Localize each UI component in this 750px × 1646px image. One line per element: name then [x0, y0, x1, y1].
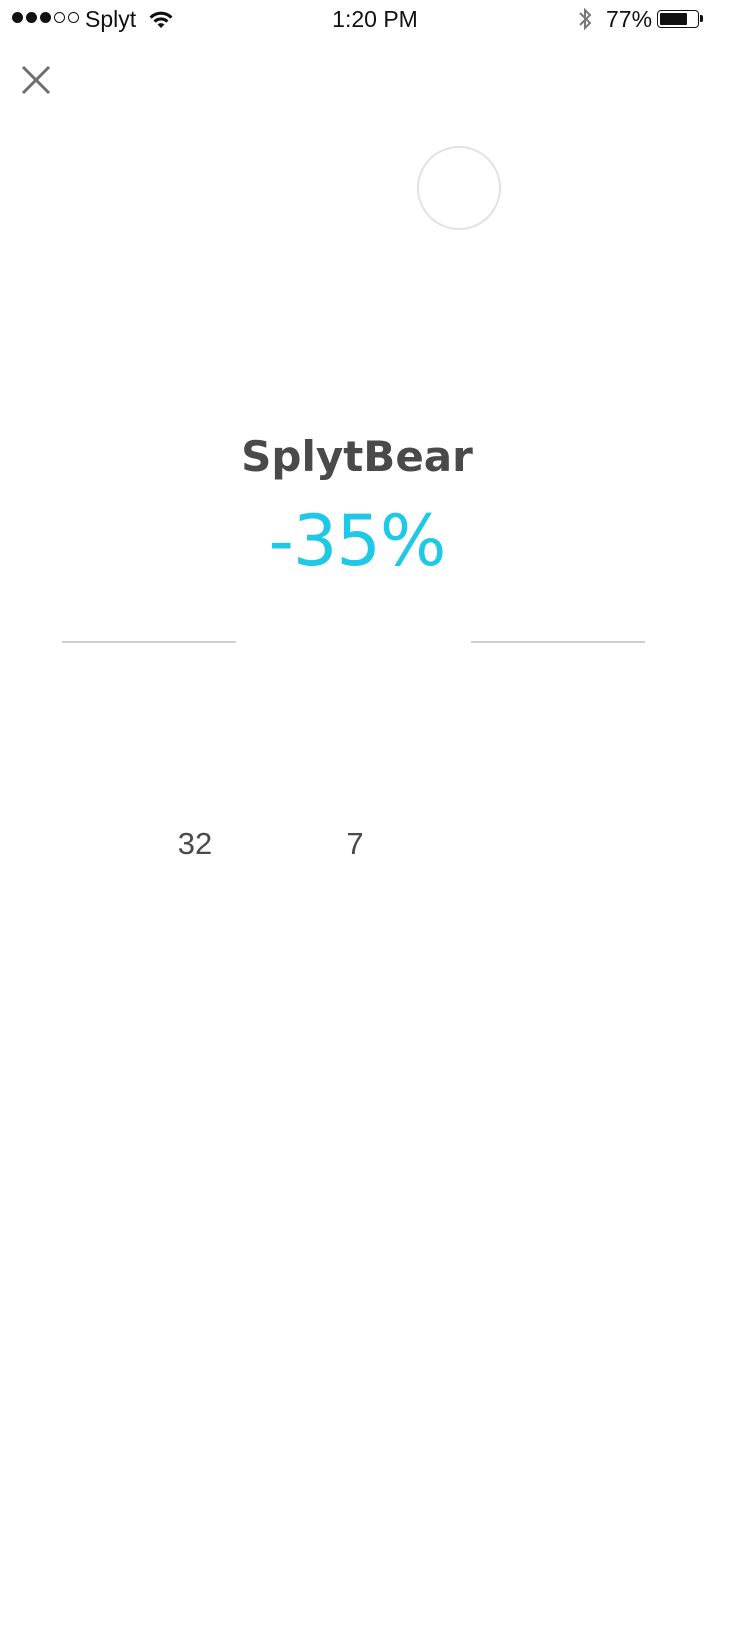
divider-left [62, 641, 236, 643]
close-button[interactable] [14, 58, 58, 102]
battery-percent: 77% [606, 6, 653, 32]
signal-strength-icon [12, 12, 79, 23]
profile-name: SplytBear [241, 432, 473, 481]
battery-fill [660, 13, 687, 25]
wifi-icon [148, 8, 174, 36]
close-icon [21, 65, 51, 95]
stat-right-value: 7 [346, 826, 364, 861]
percent-change: -35% [268, 500, 447, 582]
avatar[interactable] [417, 146, 501, 230]
stat-left-value: 32 [177, 826, 213, 861]
divider-right [471, 641, 645, 643]
bluetooth-icon [576, 6, 594, 38]
status-time: 1:20 PM [332, 6, 418, 32]
battery-icon [657, 10, 703, 28]
carrier-name: Splyt [85, 6, 137, 32]
status-bar: Splyt 1:20 PM 77% [0, 0, 750, 40]
